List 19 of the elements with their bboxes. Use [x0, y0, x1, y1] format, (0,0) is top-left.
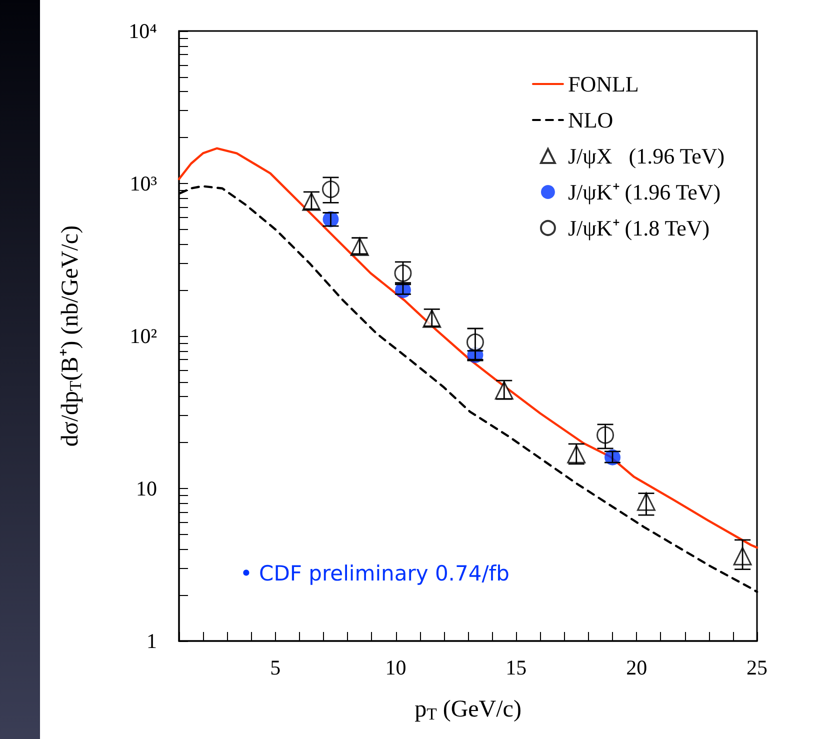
y-axis-title: dσ/dpT(B⁺) (nb/GeV/c): [58, 225, 85, 447]
x-tick-label: 20: [626, 656, 648, 680]
x-tick-label: 25: [746, 656, 768, 680]
line-series: [178, 147, 758, 549]
x-tick-label: 5: [270, 656, 281, 680]
legend-label: J/ψK⁺ (1.8 TeV): [568, 216, 710, 240]
y-tick-label: 10: [136, 476, 157, 500]
x-tick-label: 10: [385, 656, 406, 680]
legend-label: NLO: [568, 108, 614, 132]
y-tick-label: 10⁴: [128, 19, 157, 43]
legend-label: J/ψX (1.96 TeV): [568, 144, 725, 168]
legend-label: FONLL: [568, 72, 639, 96]
annotation: • CDF preliminary 0.74/fb: [240, 562, 510, 586]
y-tick-label: 1: [146, 629, 157, 653]
legend-label: J/ψK⁺ (1.96 TeV): [568, 180, 721, 204]
y-tick-label: 10³: [130, 172, 157, 196]
x-tick-label: 15: [506, 656, 527, 680]
y-tick-label: 10²: [130, 324, 157, 348]
point: [394, 264, 412, 282]
